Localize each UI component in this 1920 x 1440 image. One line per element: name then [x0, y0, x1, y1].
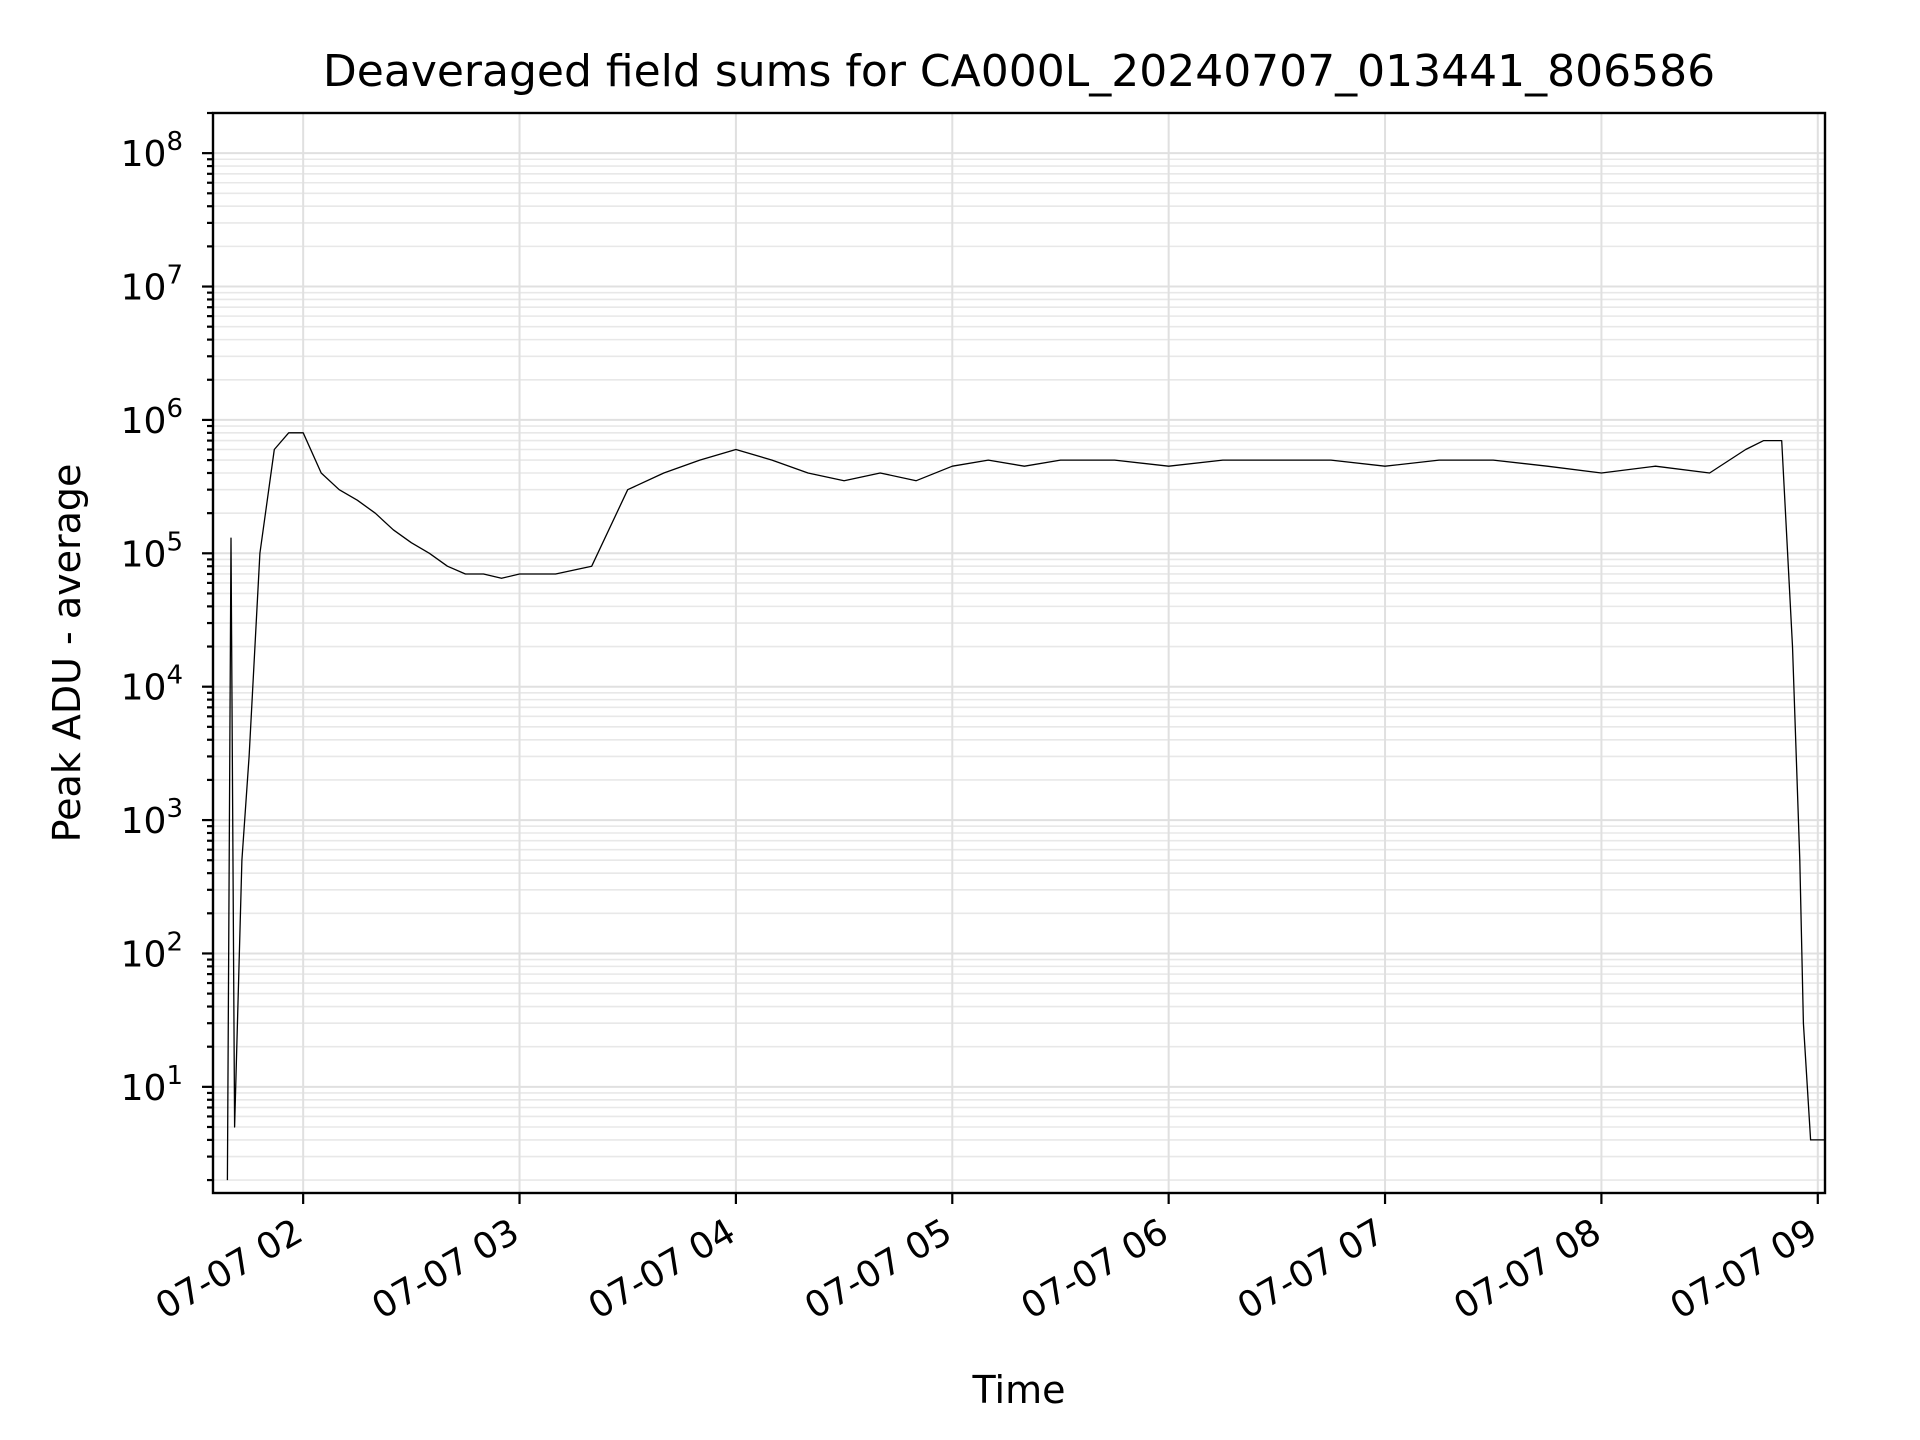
x-tick-label: 07-07 04: [582, 1211, 743, 1327]
y-tick-label: 107: [121, 261, 183, 309]
y-tick-label: 103: [121, 794, 183, 842]
x-tick-label: 07-07 09: [1664, 1211, 1825, 1327]
plot-frame: [211, 111, 1827, 1195]
y-tick-label: 106: [121, 394, 183, 442]
axis-ticks: [202, 111, 1819, 1204]
series-line: [226, 432, 1825, 1181]
x-tick-label: 07-07 02: [149, 1211, 310, 1327]
grid-lines: [213, 112, 1825, 1193]
x-tick-label: 07-07 03: [365, 1211, 526, 1327]
y-tick-label: 101: [121, 1061, 183, 1109]
chart-title: Deaveraged field sums for CA000L_2024070…: [323, 46, 1715, 97]
x-tick-label: 07-07 05: [798, 1211, 959, 1327]
y-tick-label: 102: [121, 927, 183, 975]
y-tick-label: 108: [121, 127, 183, 175]
y-tick-label: 105: [121, 527, 183, 575]
x-axis-label: Time: [972, 1368, 1066, 1412]
y-axis-label: Peak ADU - average: [45, 464, 89, 843]
x-tick-label: 07-07 06: [1014, 1211, 1175, 1327]
x-tick-label: 07-07 07: [1231, 1211, 1392, 1327]
x-tick-label: 07-07 08: [1447, 1211, 1608, 1327]
y-tick-label: 104: [121, 661, 183, 709]
